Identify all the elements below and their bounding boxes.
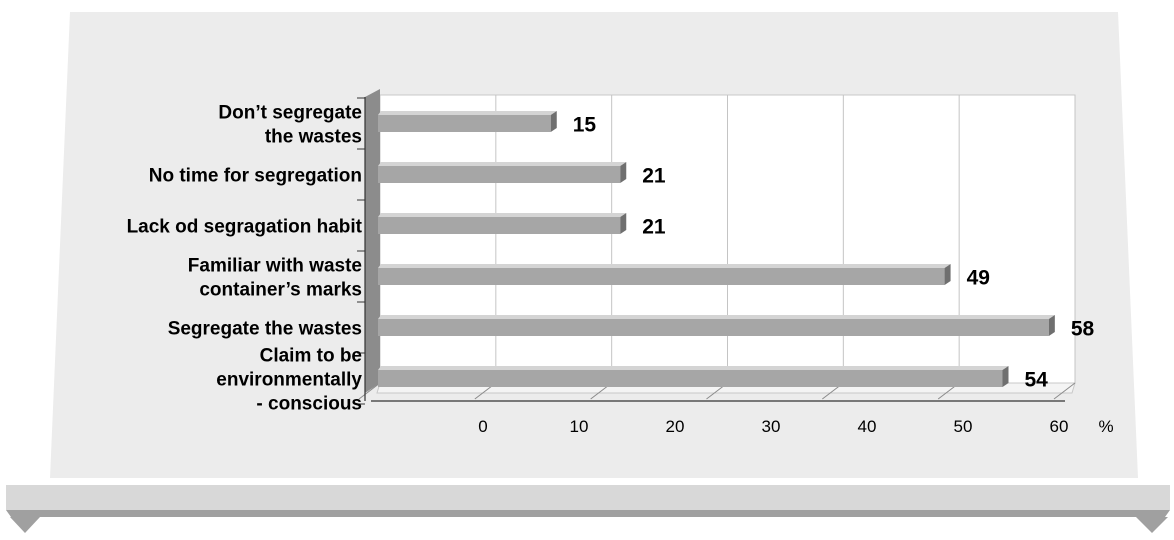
x-tick-label: 50: [954, 417, 973, 436]
bar-front-face: [378, 319, 1049, 336]
category-label-line: the wastes: [265, 127, 362, 148]
x-tick-label: 20: [666, 417, 685, 436]
category-label-line: - conscious: [256, 394, 362, 415]
bar: [378, 366, 1009, 387]
bar-end-face: [944, 264, 951, 285]
category-label: Segregate the wastes: [168, 319, 362, 340]
category-label: Lack od segragation habit: [127, 217, 363, 238]
x-tick-labels: 0 10 20 30 40 50 60%: [478, 417, 1113, 436]
category-label-line: container’s marks: [199, 280, 362, 301]
bar-front-face: [378, 268, 945, 285]
x-tick-label: 40: [858, 417, 877, 436]
bar-top-face: [378, 162, 627, 166]
bar-end-face: [620, 213, 627, 234]
bar-top-face: [378, 366, 1009, 370]
category-label-line: No time for segregation: [149, 166, 362, 187]
x-tick-label: 0: [478, 417, 487, 436]
bar: [378, 111, 557, 132]
bar-front-face: [378, 166, 621, 183]
x-unit-label: %: [1098, 417, 1113, 436]
value-label: 54: [1025, 369, 1049, 392]
chart-base: [6, 485, 1170, 510]
category-label: Don’t segregate the wastes: [218, 103, 362, 148]
bar-front-face: [378, 217, 621, 234]
category-label-line: Claim to be: [260, 346, 362, 367]
bar-end-face: [1048, 315, 1055, 336]
category-label-line: Segregate the wastes: [168, 319, 362, 340]
category-label: Claim to be environmentally - conscious: [216, 346, 362, 415]
bar-top-face: [378, 264, 951, 268]
bar-end-face: [1002, 366, 1009, 387]
category-label-line: environmentally: [216, 370, 362, 391]
bar-top-face: [378, 111, 557, 115]
x-tick-label: 10: [570, 417, 589, 436]
category-label-line: Lack od segragation habit: [127, 217, 363, 238]
chart-foot-left: [10, 517, 40, 533]
floor-tick: [358, 382, 381, 400]
side-wall: [365, 89, 380, 393]
bar-end-face: [550, 111, 557, 132]
bar: [378, 264, 951, 285]
category-label: Familiar with waste container’s marks: [188, 256, 362, 301]
value-label: 21: [642, 216, 666, 239]
bars: [378, 111, 1055, 387]
value-label: 15: [573, 114, 597, 137]
bar-end-face: [620, 162, 627, 183]
bar-top-face: [378, 213, 627, 217]
bar-front-face: [378, 115, 551, 132]
category-label-line: Don’t segregate: [218, 103, 362, 124]
bar-front-face: [378, 370, 1003, 387]
x-tick-label: 60: [1050, 417, 1069, 436]
value-label: 49: [967, 267, 990, 290]
bar: [378, 315, 1055, 336]
category-label-line: Familiar with waste: [188, 256, 362, 277]
value-label: 58: [1071, 318, 1095, 341]
bar-top-face: [378, 315, 1055, 319]
x-tick-label: 30: [762, 417, 781, 436]
axes: [357, 97, 1065, 405]
chart-base-rim: [6, 510, 1170, 517]
value-label: 21: [642, 165, 666, 188]
bar: [378, 213, 627, 234]
bar: [378, 162, 627, 183]
category-label: No time for segregation: [149, 166, 362, 187]
category-labels: Don’t segregate the wastes No time for seg…: [127, 103, 363, 415]
floor-tick: [1053, 382, 1076, 400]
chart-foot-right: [1136, 517, 1168, 533]
value-labels: 15 21 21 49 58 54: [573, 114, 1095, 392]
